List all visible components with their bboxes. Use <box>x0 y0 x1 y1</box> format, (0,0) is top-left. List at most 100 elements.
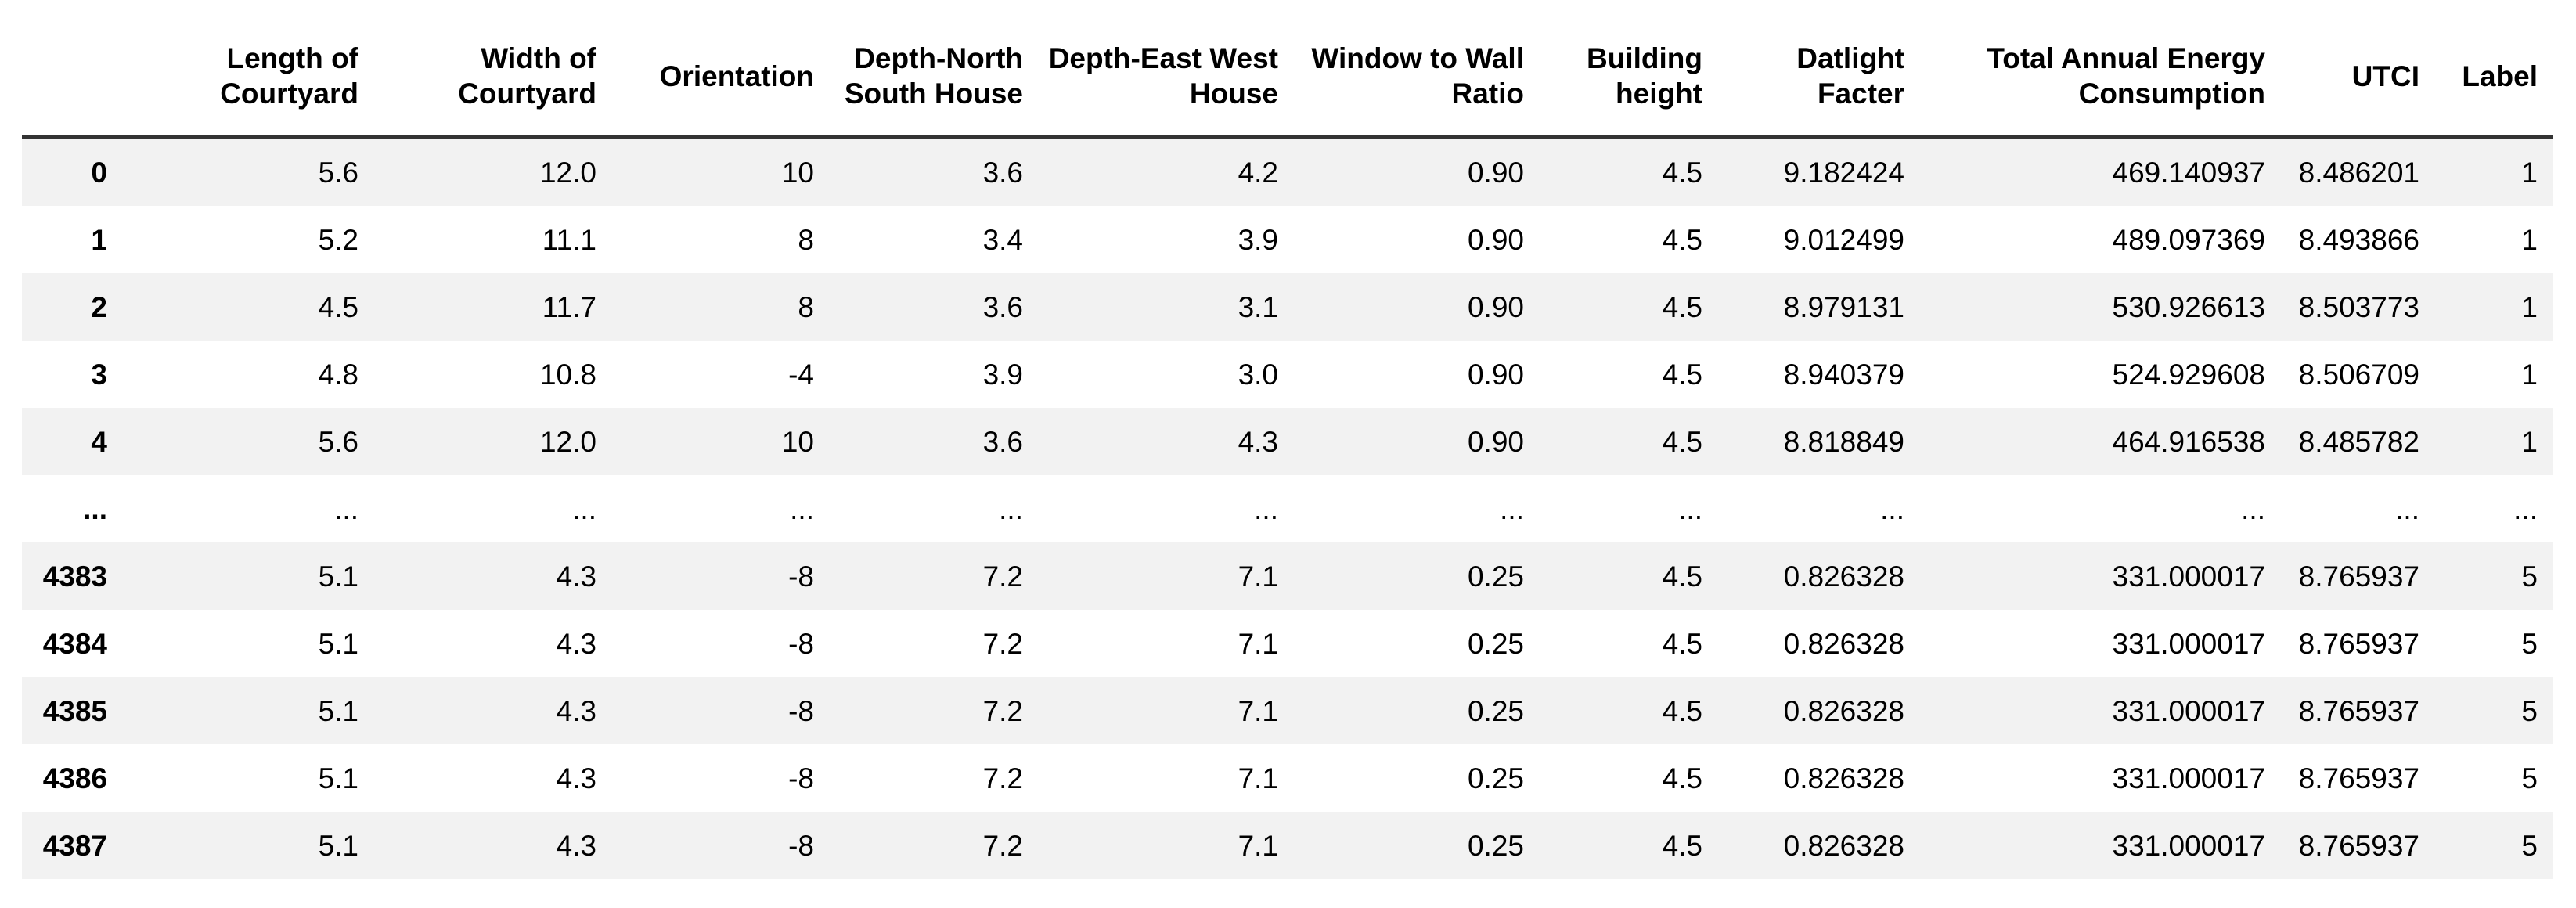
table-cell: 0.826328 <box>1783 694 1904 727</box>
table-cell: 1 <box>2521 223 2538 256</box>
table-cell: 7.1 <box>1238 762 1278 794</box>
table-cell: 8.765937 <box>2298 762 2419 794</box>
table-cell: 3.4 <box>982 223 1023 256</box>
table-row: 1 5.2 11.1 8 3.4 3.9 0.90 4.5 9.012499 489.097369… <box>22 206 2553 273</box>
table-cell: 3.9 <box>982 358 1023 391</box>
table-cell: 7.1 <box>1238 560 1278 593</box>
table-cell: 8 <box>798 223 814 256</box>
table-row: 4387 5.1 4.3 -8 7.2 7.1 0.25 4.5 0.826328 331.000… <box>22 812 2553 879</box>
table-row: 4386 5.1 4.3 -8 7.2 7.1 0.25 4.5 0.826328 331.000… <box>22 744 2553 812</box>
table-cell: 3.6 <box>982 290 1023 323</box>
column-header: Total Annual Energy Consumption <box>1919 0 2280 139</box>
table-cell: 0.826328 <box>1783 762 1904 794</box>
table-cell: 0.25 <box>1467 627 1524 660</box>
table-cell: 4.3 <box>556 694 596 727</box>
table-cell: 4.3 <box>556 762 596 794</box>
table-body: 0 5.6 12.0 10 3.6 4.2 0.90 4.5 9.182424 469.14093… <box>22 136 2553 879</box>
table-cell: 0.25 <box>1467 694 1524 727</box>
table-cell: 7.1 <box>1238 829 1278 862</box>
table-cell: 464.916538 <box>2112 425 2265 458</box>
table-cell: 5 <box>2521 694 2538 727</box>
table-cell: 4.3 <box>1238 425 1278 458</box>
table-cell: -4 <box>788 358 814 391</box>
index-header-cell <box>22 0 122 139</box>
table-cell: 12.0 <box>539 156 596 189</box>
table-cell: 8.765937 <box>2298 560 2419 593</box>
table-cell: 7.2 <box>982 560 1023 593</box>
table-cell: 331.000017 <box>2112 560 2265 593</box>
table-cell: -8 <box>788 762 814 794</box>
table-cell: ... <box>1500 492 1524 525</box>
table-cell: 4.3 <box>556 560 596 593</box>
column-header: UTCI <box>2280 0 2434 139</box>
table-cell: ... <box>334 492 358 525</box>
row-index: ... <box>83 492 107 525</box>
column-header: Width of Courtyard <box>373 0 611 139</box>
table-cell: 0.826328 <box>1783 627 1904 660</box>
table-row: 4383 5.1 4.3 -8 7.2 7.1 0.25 4.5 0.826328 331.000… <box>22 542 2553 610</box>
table-cell: 10 <box>781 156 814 189</box>
table-cell: 1 <box>2521 290 2538 323</box>
table-cell: 5.6 <box>318 425 358 458</box>
table-cell: 4.2 <box>1238 156 1278 189</box>
column-header: Label <box>2434 0 2553 139</box>
table-cell: 7.2 <box>982 762 1023 794</box>
table-cell: 5.6 <box>318 156 358 189</box>
table-cell: 5 <box>2521 762 2538 794</box>
table-cell: 4.5 <box>1662 694 1702 727</box>
table-cell: 8.765937 <box>2298 829 2419 862</box>
table-cell: 4.5 <box>1662 762 1702 794</box>
table-cell: 0.826328 <box>1783 560 1904 593</box>
table-cell: 10 <box>781 425 814 458</box>
column-header: Window to Wall Ratio <box>1293 0 1539 139</box>
table-cell: 331.000017 <box>2112 627 2265 660</box>
table-cell: 1 <box>2521 425 2538 458</box>
column-header: Orientation <box>611 0 829 139</box>
table-row: .................................... <box>22 475 2553 542</box>
table-cell: 8.493866 <box>2298 223 2419 256</box>
table-cell: 5.1 <box>318 762 358 794</box>
table-cell: 0.90 <box>1467 290 1524 323</box>
table-cell: 469.140937 <box>2112 156 2265 189</box>
table-cell: -8 <box>788 627 814 660</box>
table-row: 4384 5.1 4.3 -8 7.2 7.1 0.25 4.5 0.826328 331.000… <box>22 610 2553 677</box>
row-index: 1 <box>91 223 107 256</box>
table-cell: 4.5 <box>1662 156 1702 189</box>
table-cell: 7.2 <box>982 627 1023 660</box>
table-cell: ... <box>1880 492 1904 525</box>
table-cell: ... <box>1254 492 1278 525</box>
table-cell: 8.503773 <box>2298 290 2419 323</box>
table-cell: 489.097369 <box>2112 223 2265 256</box>
table-cell: 4.5 <box>1662 829 1702 862</box>
table-cell: 524.929608 <box>2112 358 2265 391</box>
table-cell: 4.8 <box>318 358 358 391</box>
table-cell: 8 <box>798 290 814 323</box>
table-cell: 9.182424 <box>1783 156 1904 189</box>
table-cell: ... <box>2513 492 2538 525</box>
dataframe-table: Length of Courtyard Width of Courtyard Ori… <box>22 0 2553 879</box>
row-index: 3 <box>91 358 107 391</box>
table-cell: 4.5 <box>1662 358 1702 391</box>
table-cell: ... <box>2241 492 2265 525</box>
table-cell: 5 <box>2521 560 2538 593</box>
table-cell: 8.765937 <box>2298 627 2419 660</box>
table-row: 3 4.8 10.8 -4 3.9 3.0 0.90 4.5 8.940379 524.92960… <box>22 340 2553 408</box>
table-cell: 8.940379 <box>1783 358 1904 391</box>
dataframe-output: Length of Courtyard Width of Courtyard Ori… <box>22 0 2553 879</box>
table-cell: 5 <box>2521 627 2538 660</box>
table-cell: 7.2 <box>982 694 1023 727</box>
table-cell: ... <box>1678 492 1702 525</box>
table-cell: 7.2 <box>982 829 1023 862</box>
table-cell: 3.6 <box>982 156 1023 189</box>
column-header: Depth-East West House <box>1038 0 1293 139</box>
table-cell: 331.000017 <box>2112 829 2265 862</box>
table-cell: 4.5 <box>1662 560 1702 593</box>
table-cell: 0.25 <box>1467 762 1524 794</box>
table-cell: 4.3 <box>556 627 596 660</box>
table-cell: 9.012499 <box>1783 223 1904 256</box>
column-header: Depth-North South House <box>829 0 1038 139</box>
table-cell: 331.000017 <box>2112 694 2265 727</box>
column-header: Datlight Facter <box>1717 0 1919 139</box>
table-cell: 4.5 <box>1662 425 1702 458</box>
table-cell: 0.25 <box>1467 560 1524 593</box>
